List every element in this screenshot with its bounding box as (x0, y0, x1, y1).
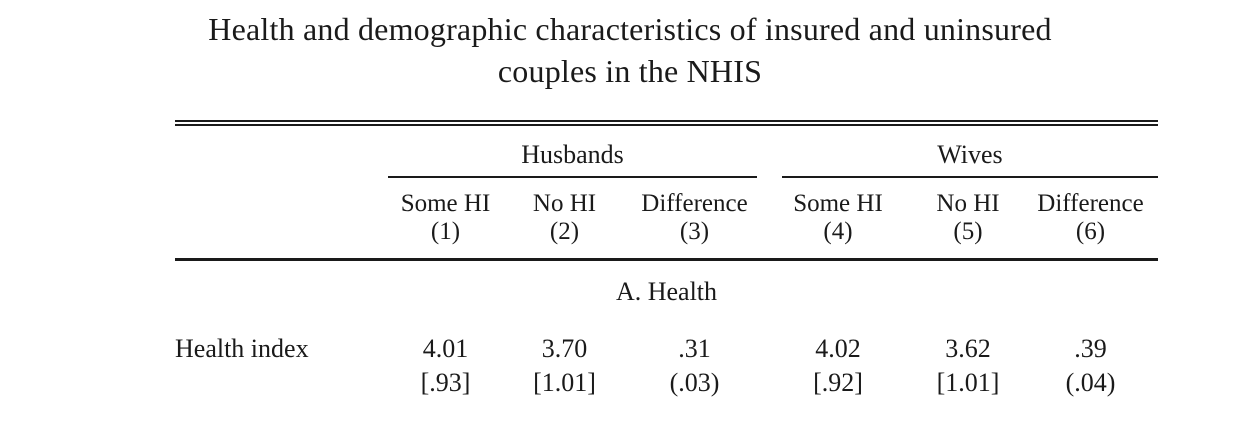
cell-husbands-difference: .31 (.03) (626, 332, 763, 400)
col-header-number: (3) (679, 218, 710, 245)
col-header-label: Some HI (793, 190, 883, 217)
col-header-number: (6) (1075, 218, 1106, 245)
table-title-line-2: couples in the NHIS (497, 53, 763, 89)
stub-header-empty (175, 126, 388, 178)
cell-husbands-some-hi: 4.01 [.93] (388, 332, 503, 400)
table-title-line-1: Health and demographic characteristics o… (208, 11, 1052, 47)
col-header-difference-3: Difference (3) (626, 178, 763, 258)
cell-dispersion: [.92] (813, 368, 863, 397)
col-header-number: (1) (430, 218, 461, 245)
col-header-label: Some HI (400, 190, 491, 217)
col-header-difference-6: Difference (6) (1023, 178, 1158, 258)
group-header-husbands: Husbands (388, 140, 757, 178)
stub-header-empty (175, 178, 388, 258)
cell-dispersion: (.03) (669, 368, 720, 397)
cell-value: .39 (1074, 334, 1107, 363)
cell-dispersion: [1.01] (936, 368, 1000, 397)
col-header-number: (2) (549, 218, 580, 245)
cell-value: 3.70 (541, 334, 588, 363)
col-header-label: No HI (532, 190, 597, 217)
col-header-label: No HI (936, 190, 1000, 217)
col-header-label: Difference (641, 190, 748, 217)
cell-wives-no-hi: 3.62 [1.01] (913, 332, 1023, 400)
cell-value: .31 (678, 334, 711, 363)
table-group-header-row: Husbands Wives (175, 126, 1158, 178)
table-column-header-row: Some HI (1) No HI (2) Difference (3) Som… (175, 178, 1158, 258)
cell-wives-some-hi: 4.02 [.92] (763, 332, 913, 400)
col-header-label: Difference (1037, 190, 1144, 217)
col-header-some-hi-1: Some HI (1) (388, 178, 503, 258)
col-header-some-hi-4: Some HI (4) (763, 178, 913, 258)
cell-value: 4.01 (422, 334, 469, 363)
row-label: Health index (175, 334, 309, 363)
table-row-health-index: Health index 4.01 [.93] 3.70 [1.01] .31 … (175, 332, 1158, 400)
col-header-number: (5) (953, 218, 983, 245)
col-header-no-hi-2: No HI (2) (503, 178, 626, 258)
cell-dispersion: [.93] (420, 368, 471, 397)
group-header-wives: Wives (782, 140, 1158, 178)
cell-husbands-no-hi: 3.70 [1.01] (503, 332, 626, 400)
cell-dispersion: [1.01] (533, 368, 596, 397)
table-top-double-rule (175, 120, 1158, 126)
panel-label-a-health: A. Health (615, 277, 718, 306)
summary-table: Husbands Wives Some HI (1) No HI (2) Dif… (175, 120, 1158, 400)
table-title: Health and demographic characteristics o… (0, 8, 1260, 92)
cell-value: 3.62 (945, 334, 991, 363)
cell-value: 4.02 (815, 334, 861, 363)
col-header-no-hi-5: No HI (5) (913, 178, 1023, 258)
col-header-number: (4) (823, 218, 853, 245)
header-bottom-rule (175, 258, 1158, 261)
cell-dispersion: (.04) (1065, 368, 1116, 397)
cell-wives-difference: .39 (.04) (1023, 332, 1158, 400)
